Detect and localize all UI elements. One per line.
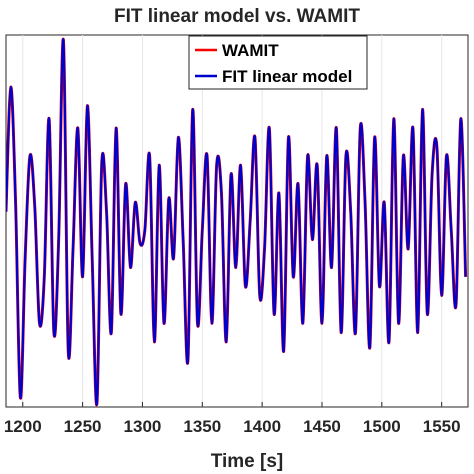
x-tick-label: 1300 bbox=[124, 417, 162, 436]
x-tick-label: 1450 bbox=[303, 417, 341, 436]
x-axis-label: Time [s] bbox=[211, 451, 284, 472]
x-tick-label: 1200 bbox=[4, 417, 42, 436]
tick-layer bbox=[22, 402, 443, 407]
x-tick-label: 1350 bbox=[183, 417, 221, 436]
chart-title: FIT linear model vs. WAMIT bbox=[114, 6, 360, 27]
x-tick-label: 1550 bbox=[423, 417, 461, 436]
x-tick-labels: 1200 1250 1300 1350 1400 1450 1500 1550 bbox=[4, 417, 461, 436]
legend-box bbox=[188, 35, 368, 90]
x-tick-label: 1500 bbox=[363, 417, 401, 436]
legend-label-wamit: WAMIT bbox=[222, 41, 279, 60]
series-layer bbox=[6, 37, 468, 407]
x-tick-label: 1250 bbox=[64, 417, 102, 436]
legend-label-fit: FIT linear model bbox=[222, 67, 352, 86]
x-tick-label: 1400 bbox=[243, 417, 281, 436]
plot-area bbox=[5, 34, 469, 408]
legend: WAMIT FIT linear model bbox=[188, 35, 368, 90]
series-line-fit-linear-model bbox=[6, 38, 467, 406]
